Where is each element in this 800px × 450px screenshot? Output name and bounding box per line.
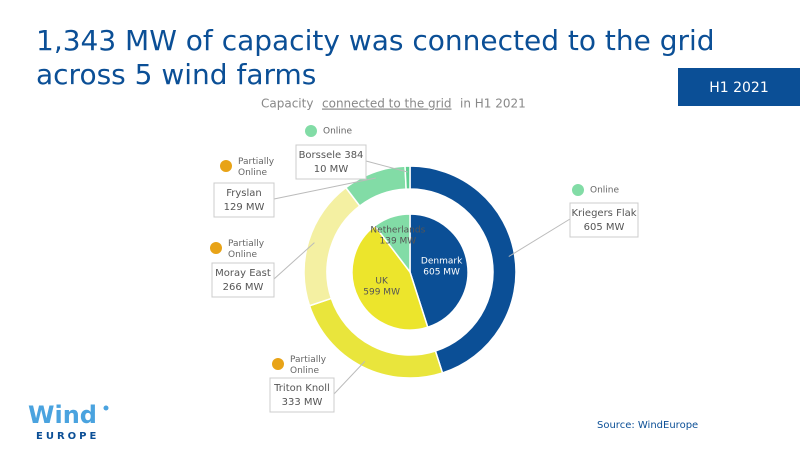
title-line: 1,343 MW of capacity was connected to th… [36, 24, 715, 57]
farm-name: Moray East [215, 268, 271, 279]
badge: H1 2021 [709, 80, 769, 96]
country: UK [375, 276, 389, 286]
status: Partially Online [238, 157, 275, 178]
title-line: across 5 wind farms [36, 58, 316, 91]
logo: Wind [28, 401, 97, 429]
slice [409, 213, 469, 329]
leader-line [273, 242, 315, 280]
callout-box [213, 182, 275, 218]
status: Partially Online [228, 239, 265, 260]
farm-name: Borssele 384 [299, 150, 364, 161]
value-label: 139 MW [380, 236, 417, 246]
subtitle: Capacity [261, 97, 313, 111]
status: Online [590, 186, 619, 196]
leader-line [365, 160, 408, 173]
status-dot [272, 358, 284, 370]
farm-name: Kriegers Flak [571, 208, 636, 219]
logo: EUROPE [36, 431, 99, 442]
value-label: 129 MW [224, 202, 265, 213]
leader-line [508, 218, 571, 257]
country: Netherlands [370, 225, 425, 235]
status-dot [572, 184, 584, 196]
subtitle: in H1 2021 [460, 97, 526, 111]
value-label: 605 MW [584, 222, 625, 233]
value-label: 266 MW [223, 282, 264, 293]
leader-line [333, 360, 366, 395]
status-dot [220, 160, 232, 172]
callout-box [295, 144, 367, 180]
slice [351, 224, 429, 331]
value-label: 333 MW [282, 397, 323, 408]
value-label: 605 MW [423, 268, 460, 278]
status-dot [305, 125, 317, 137]
slice [404, 165, 411, 190]
slice [373, 213, 411, 275]
callout-box [269, 377, 335, 413]
source: Source: WindEurope [597, 420, 698, 431]
callout-box [569, 202, 639, 238]
value-label: 599 MW [363, 287, 400, 297]
country: Denmark [421, 257, 463, 267]
value-label: 10 MW [314, 164, 349, 175]
farm-name: Triton Knoll [273, 383, 330, 394]
status: Online [323, 127, 352, 137]
badge-box [678, 68, 800, 106]
leader-line [273, 177, 376, 200]
status-dot [210, 242, 222, 254]
logo-dot [103, 405, 109, 411]
subtitle: connected to the grid [322, 97, 452, 111]
callout-box [211, 262, 275, 298]
status: Partially Online [290, 355, 327, 376]
farm-name: Fryslan [226, 188, 262, 199]
